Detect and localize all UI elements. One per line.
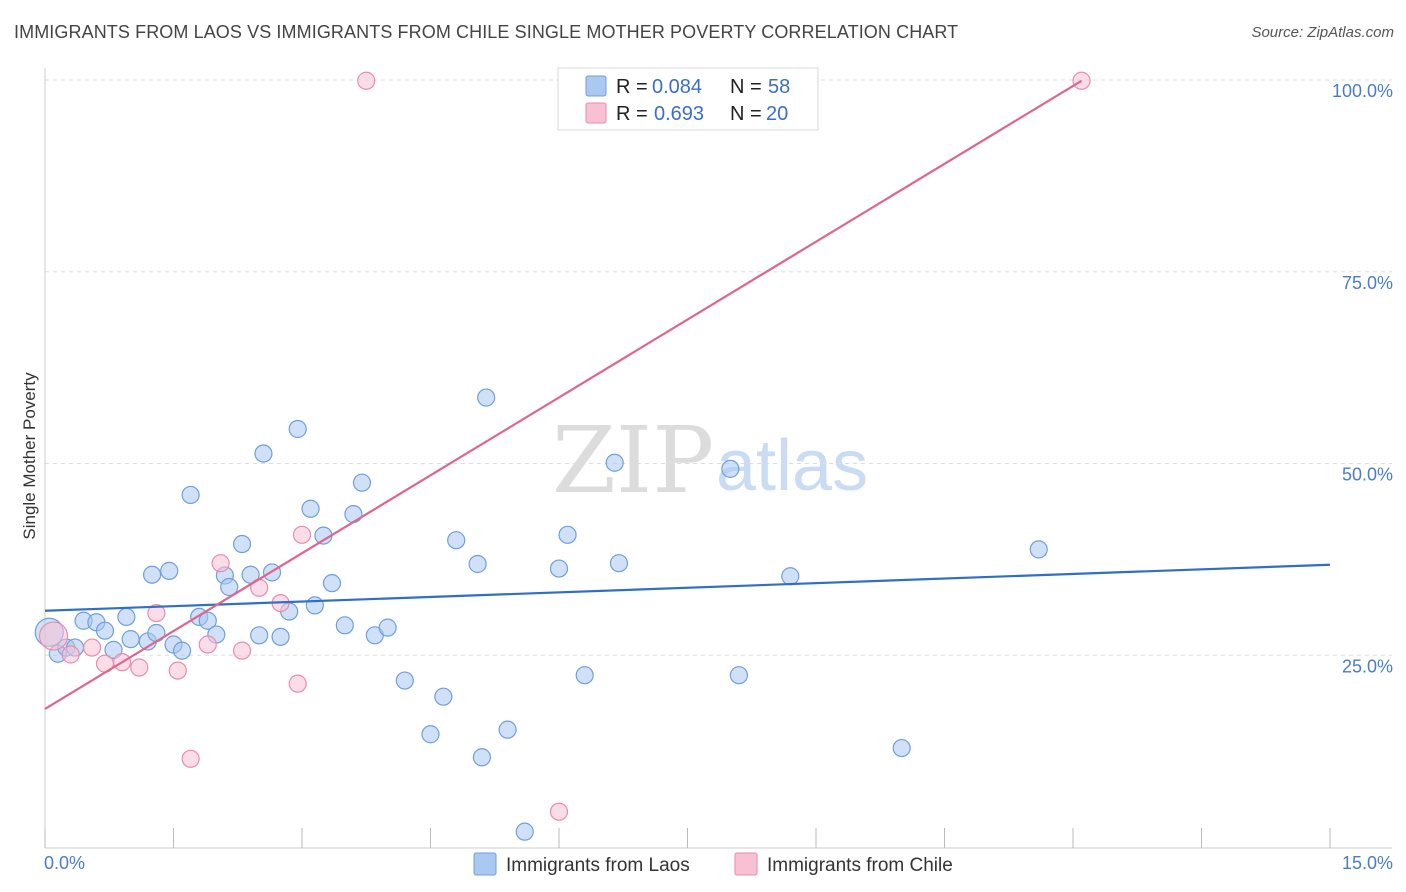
- series-laos-points: [34, 388, 1048, 841]
- data-point: [104, 640, 123, 659]
- data-point: [357, 71, 376, 90]
- correlation-legend: R = 0.084 N = 58 R = 0.693 N = 20: [557, 67, 819, 131]
- data-point: [558, 525, 577, 544]
- data-point: [549, 802, 569, 821]
- data-point: [395, 671, 414, 690]
- bottom-legend-swatch-laos: [473, 852, 497, 876]
- data-point: [421, 725, 440, 744]
- data-point: [288, 674, 307, 693]
- bottom-legend-label-chile: Immigrants from Chile: [767, 855, 953, 876]
- data-point: [254, 444, 273, 463]
- legend-r-value-chile: 0.693: [654, 103, 704, 125]
- bottom-legend-label-laos: Immigrants from Laos: [506, 855, 690, 876]
- watermark-atlas: atlas: [716, 426, 868, 506]
- data-point: [609, 554, 629, 573]
- data-point: [117, 607, 136, 627]
- trend-line-laos: [44, 563, 1331, 612]
- data-point: [892, 738, 911, 758]
- bottom-legend-swatch-chile: [734, 852, 758, 876]
- data-point: [575, 666, 594, 685]
- data-point: [61, 645, 80, 664]
- data-point: [781, 567, 800, 586]
- data-point: [220, 577, 239, 597]
- series-legend: Immigrants from Laos Immigrants from Chi…: [473, 852, 953, 876]
- data-point: [160, 561, 179, 580]
- data-point: [95, 621, 115, 640]
- data-point: [344, 505, 363, 524]
- source-label: Source: ZipAtlas.com: [1251, 24, 1394, 41]
- data-point: [271, 627, 290, 646]
- tick-marks: [44, 828, 1331, 848]
- y-axis-title: Single Mother Poverty: [20, 372, 39, 540]
- data-point: [130, 658, 149, 677]
- legend-r-label-laos: R =: [616, 76, 648, 98]
- data-point: [378, 618, 397, 637]
- trend-line-chile: [44, 79, 1083, 710]
- data-point: [447, 531, 466, 550]
- x-tick-label-min: 0.0%: [44, 853, 85, 873]
- data-point: [142, 565, 162, 584]
- data-point: [83, 638, 102, 657]
- data-point: [181, 749, 200, 768]
- y-tick-label: 25.0%: [1342, 656, 1393, 676]
- legend-swatch-laos: [585, 75, 607, 97]
- watermark-zip: ZIP: [552, 407, 714, 514]
- data-point: [721, 459, 740, 478]
- data-point: [305, 596, 324, 615]
- data-point: [121, 630, 140, 649]
- data-point: [729, 666, 749, 685]
- data-point: [181, 485, 200, 505]
- data-point: [468, 554, 487, 574]
- legend-swatch-chile: [585, 102, 607, 124]
- y-tick-label: 75.0%: [1342, 273, 1393, 293]
- data-point: [168, 661, 187, 680]
- data-point: [335, 616, 354, 635]
- data-point: [198, 635, 217, 654]
- data-point: [434, 687, 453, 706]
- data-point: [198, 611, 217, 630]
- legend-r-value-laos: 0.084: [652, 76, 702, 98]
- data-point: [292, 525, 312, 544]
- y-tick-label: 100.0%: [1332, 81, 1393, 101]
- legend-n-label-chile: N =: [730, 103, 762, 125]
- chart-title: IMMIGRANTS FROM LAOS VS IMMIGRANTS FROM …: [14, 22, 959, 42]
- data-point: [147, 603, 166, 623]
- data-point: [172, 641, 192, 660]
- data-point: [211, 554, 230, 573]
- legend-n-label-laos: N =: [730, 76, 762, 98]
- data-point: [498, 720, 517, 739]
- legend-n-value-chile: 20: [766, 103, 788, 125]
- data-point: [605, 453, 624, 472]
- data-point: [232, 641, 252, 660]
- data-point: [232, 534, 252, 554]
- legend-n-value-laos: 58: [768, 76, 790, 98]
- data-point: [549, 559, 569, 578]
- legend-r-label-chile: R =: [616, 103, 648, 125]
- data-point: [301, 499, 320, 518]
- data-point: [38, 621, 69, 651]
- data-point: [322, 574, 342, 593]
- data-point: [515, 822, 534, 841]
- y-tick-labels: 25.0% 50.0% 75.0% 100.0%: [1332, 81, 1393, 676]
- y-tick-label: 50.0%: [1342, 465, 1393, 485]
- data-point: [472, 748, 491, 767]
- data-point: [352, 473, 372, 492]
- data-point: [477, 388, 496, 407]
- axes: [44, 68, 1392, 849]
- data-point: [288, 419, 307, 439]
- data-point: [1029, 540, 1048, 559]
- data-point: [250, 626, 269, 645]
- x-tick-label-max: 15.0%: [1342, 853, 1393, 873]
